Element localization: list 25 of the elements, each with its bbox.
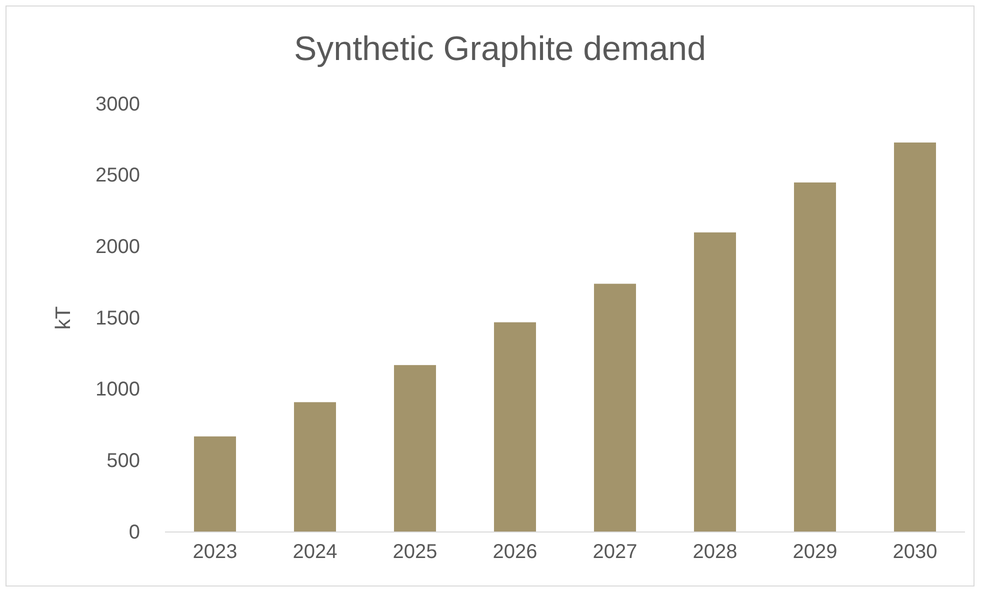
bar [694,232,736,532]
x-tick-label: 2023 [192,541,238,564]
y-tick-label: 500 [106,450,140,472]
y-axis-title: kT [52,306,75,330]
bar [394,365,436,532]
bar [794,182,836,532]
x-tick-label: 2027 [592,541,638,564]
chart-title: Synthetic Graphite demand [294,30,706,68]
x-tick-label: 2028 [692,541,738,564]
x-tick-label: 2025 [392,541,438,564]
y-tick-label: 2000 [96,236,140,258]
x-tick-label: 2024 [292,541,338,564]
y-tick-label: 2500 [96,164,140,187]
y-tick-label: 1000 [96,378,140,401]
bar [494,322,536,532]
bar [894,142,936,532]
bar [194,436,236,532]
x-tick-label: 2026 [492,541,538,564]
bar [294,402,336,532]
y-tick-label: 0 [128,521,140,544]
x-tick-label: 2029 [792,541,838,564]
x-tick-label: 2030 [892,541,938,564]
y-tick-label: 1500 [96,307,140,330]
bar [594,284,636,532]
y-tick-label: 3000 [96,93,140,116]
